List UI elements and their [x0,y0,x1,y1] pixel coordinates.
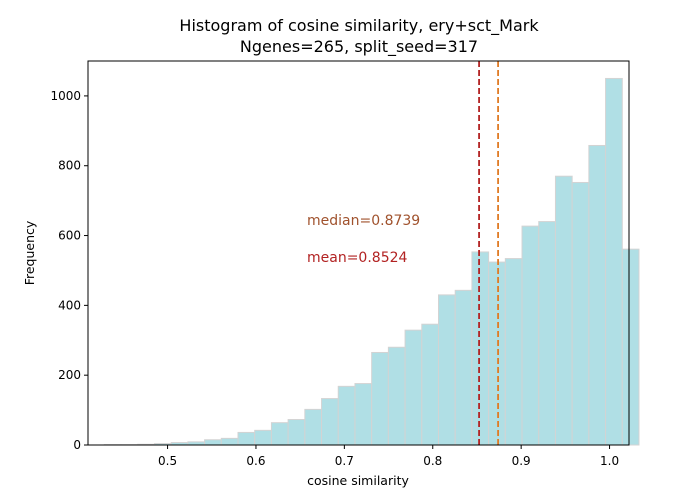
histogram-bar [254,429,272,446]
histogram-bar [538,221,556,446]
x-tick-label: 0.7 [335,454,354,468]
chart-title-line2: Ngenes=265, split_seed=317 [240,37,478,57]
mean-annotation: mean=0.8524 [307,250,408,266]
histogram-bar [438,294,456,446]
histogram-bar [571,181,590,446]
reference-lines [478,61,499,445]
histogram-bar [554,175,573,446]
x-tick-label: 0.6 [246,454,265,468]
y-axis-ticks: 0 200 400 600 800 1000 [50,89,88,452]
histogram-bar [471,251,490,446]
x-axis-label: cosine similarity [307,473,409,488]
x-tick-label: 0.5 [158,454,177,468]
plot-area-frame [87,60,630,446]
histogram-bar [304,408,323,446]
y-tick-label: 200 [58,368,81,382]
histogram-bar [371,351,389,446]
histogram-bar [421,323,440,446]
histogram-bar [220,437,239,446]
histogram-bar [270,422,289,446]
y-tick-label: 0 [73,438,81,452]
histogram-bar [204,439,222,446]
x-tick-label: 0.8 [423,454,442,468]
chart-title-line1: Histogram of cosine similarity, ery+sct_… [179,16,539,36]
histogram-bar [321,398,339,446]
histogram-bar [337,385,356,446]
median-annotation: median=0.8739 [307,213,420,229]
histogram-bar [387,346,406,446]
histogram-bar [454,289,473,446]
histogram-bar [605,77,623,446]
x-axis-ticks: 0.5 0.6 0.7 0.8 0.9 1.0 [158,445,619,468]
y-tick-label: 400 [58,298,81,312]
y-tick-label: 1000 [50,89,81,103]
x-tick-label: 0.9 [512,454,531,468]
histogram-bar [237,431,256,446]
histogram-bar [621,248,640,446]
histogram-bar [488,261,506,446]
histogram-bar [588,144,607,446]
annotations: median=0.8739 mean=0.8524 [307,213,420,266]
histogram-bar [287,419,306,446]
y-axis-label: Frequency [22,220,37,285]
histogram-bar [354,383,373,446]
y-tick-label: 800 [58,159,81,173]
x-tick-label: 1.0 [600,454,619,468]
y-tick-label: 600 [58,229,81,243]
histogram-bar [504,258,523,446]
histogram-bar [404,329,423,446]
histogram-bar [521,225,540,446]
histogram-bars [103,77,640,446]
